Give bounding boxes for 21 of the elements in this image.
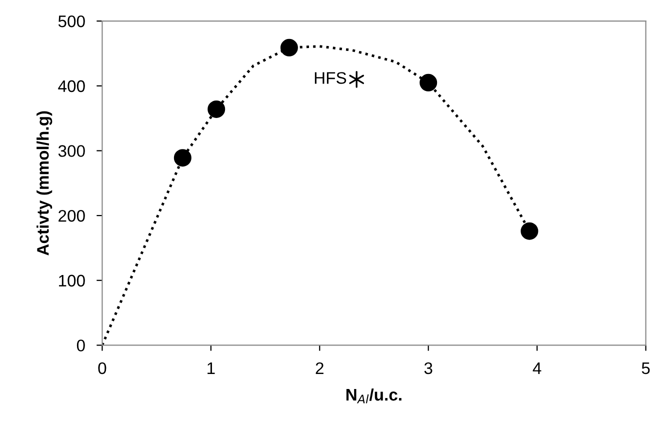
y-tick-label: 400 <box>58 80 85 92</box>
point <box>208 100 226 118</box>
x-tick-label: 0 <box>98 362 106 374</box>
y-tick-label: 0 <box>76 340 85 352</box>
series-label: HFS <box>314 72 346 84</box>
y-axis-title: Activty (mmol/h.g) <box>36 111 52 256</box>
x-tick-label: 2 <box>316 362 324 374</box>
x-tick-label: 1 <box>208 362 215 374</box>
point <box>280 38 298 56</box>
y-tick-label: 300 <box>58 145 85 157</box>
x-tick-label: 3 <box>424 362 432 374</box>
point <box>420 74 438 92</box>
y-tick-label: 500 <box>58 15 85 28</box>
point <box>520 222 538 240</box>
x-axis-title: N$_{Al}$/u.c. <box>346 388 402 404</box>
x-tick-label: 4 <box>532 362 542 374</box>
point <box>174 149 192 167</box>
point <box>349 70 364 88</box>
y-tick-label: 100 <box>59 274 85 287</box>
y-tick-label: 200 <box>58 210 85 222</box>
x-tick-label: 5 <box>642 362 650 374</box>
